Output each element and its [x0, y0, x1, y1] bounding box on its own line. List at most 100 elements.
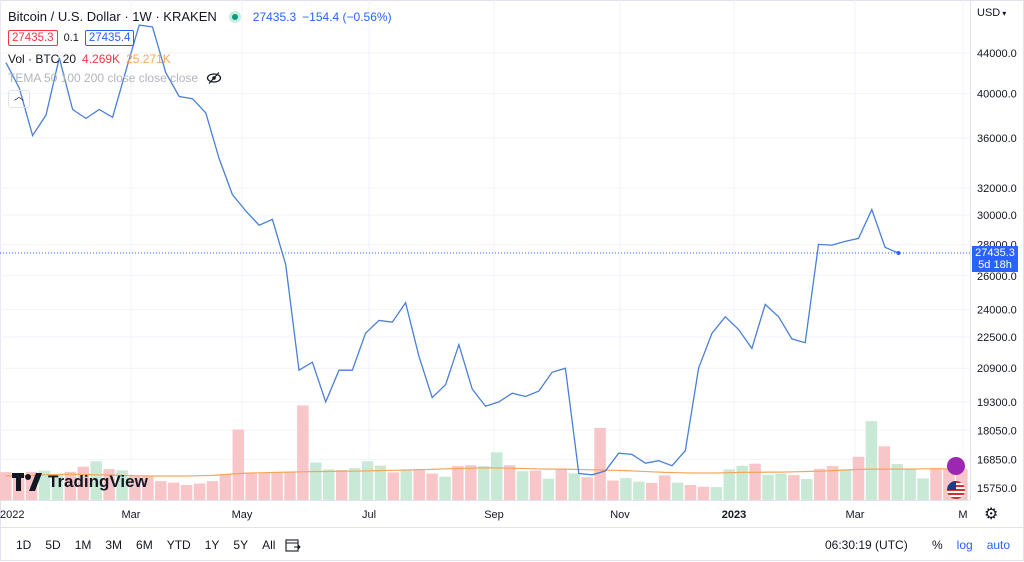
hidden-eye-icon[interactable] [206, 71, 222, 85]
volume-bar [607, 480, 619, 500]
volume-bar [51, 474, 64, 500]
volume-bar [297, 405, 309, 500]
time-tick-label: 2023 [722, 509, 746, 521]
volume-bar [284, 471, 296, 500]
volume-bar [749, 463, 761, 500]
chevron-up-icon[interactable]: ︿ [8, 90, 30, 108]
volume-bar [167, 482, 180, 500]
volume-bar [38, 470, 51, 500]
price-tick-label: 40000.0 [977, 88, 1017, 100]
time-axis[interactable]: 2022 Mar May Jul Sep Nov 2023 Mar M [0, 500, 970, 528]
volume-bar [116, 470, 128, 500]
volume-label[interactable]: Vol · BTC 20 [8, 52, 77, 66]
volume-bar [658, 475, 671, 500]
volume-bar [671, 482, 684, 500]
grid [0, 0, 970, 500]
volume-bar [219, 474, 232, 500]
last-price-tag: 27435.3 5d 18h [972, 246, 1018, 272]
bid-price-box[interactable]: 27435.3 [8, 30, 58, 46]
collapse-legend-button[interactable]: ︿ [8, 89, 392, 108]
symbol-title[interactable]: Bitcoin / U.S. Dollar · 1W · KRAKEN [8, 9, 217, 24]
volume-bar [813, 468, 826, 500]
chart-settings-button[interactable]: ⚙ [984, 504, 1002, 523]
volume-bar [258, 473, 270, 500]
calendar-goto-icon[interactable] [285, 538, 301, 552]
price-tick-label: 44000.0 [977, 48, 1017, 60]
volume-bar [310, 462, 322, 500]
last-price-value: 27435.3 [252, 9, 297, 24]
volume-bar [129, 475, 141, 500]
us-flag-event-icon[interactable] [947, 481, 965, 499]
time-axis-labels: 2022 Mar May Jul Sep Nov 2023 Mar M [0, 509, 968, 521]
volume-bar [465, 465, 477, 500]
volume-bar [633, 481, 645, 500]
volume-bars [0, 405, 968, 500]
volume-bar [839, 469, 852, 500]
range-button-3m[interactable]: 3M [105, 538, 123, 552]
range-button-ytd[interactable]: YTD [166, 538, 191, 552]
chevron-down-icon: ▾ [1002, 8, 1007, 18]
time-tick-label: Nov [610, 509, 630, 521]
volume-bar [594, 428, 606, 500]
volume-bar [930, 467, 942, 500]
auto-scale-button[interactable]: auto [986, 538, 1011, 552]
volume-bar [155, 481, 167, 500]
price-tick-label: 22500.0 [977, 332, 1017, 344]
tradingview-logo-icon [12, 473, 42, 491]
volume-bar [413, 469, 425, 500]
time-tick-label: Jul [362, 509, 376, 521]
volume-bar [878, 446, 891, 500]
currency-selector[interactable]: USD ▾ [977, 7, 1006, 19]
range-button-all[interactable]: All [262, 538, 276, 552]
utc-clock[interactable]: 06:30:19 (UTC) [825, 538, 908, 552]
volume-bar [762, 474, 774, 500]
volume-bar [387, 472, 400, 500]
range-button-5y[interactable]: 5Y [233, 538, 249, 552]
volume-bar [323, 469, 335, 500]
price-tag-countdown: 5d 18h [978, 259, 1012, 271]
range-button-6m[interactable]: 6M [136, 538, 153, 552]
range-button-5d[interactable]: 5D [45, 538, 61, 552]
price-chart-svg[interactable] [0, 0, 970, 500]
ask-price-box[interactable]: 27435.4 [84, 30, 135, 46]
volume-ma-value: 25.271K [126, 52, 171, 66]
volume-bar [348, 468, 361, 500]
volume-bar [103, 469, 115, 500]
price-tick-label: 20900.0 [977, 363, 1017, 375]
price-tick-label: 30000.0 [977, 210, 1017, 222]
percent-scale-button[interactable]: % [932, 538, 943, 552]
price-tick-label: 19300.0 [977, 397, 1017, 409]
volume-bar [904, 468, 916, 500]
price-axis-labels: 44000.040000.036000.032000.030000.028000… [977, 48, 1017, 495]
plot-area[interactable] [0, 0, 970, 500]
time-tick-label: M [958, 509, 967, 521]
time-tick-label: Mar [846, 509, 865, 521]
clock-display[interactable]: 06:30:19 (UTC) [818, 528, 915, 562]
range-button-1y[interactable]: 1Y [204, 538, 220, 552]
volume-bar [826, 466, 839, 500]
volume-bar [865, 421, 878, 500]
log-scale-button[interactable]: log [956, 538, 973, 552]
volume-bar [775, 473, 787, 500]
indicator-label[interactable]: TEMA 50 100 200 close close close [8, 71, 199, 85]
volume-bar [193, 483, 206, 500]
volume-bar [490, 452, 503, 500]
gear-icon[interactable]: ⚙ [984, 506, 999, 523]
price-tick-label: 26000.0 [977, 271, 1017, 283]
last-price-dot [896, 251, 901, 256]
price-axis[interactable]: USD ▾ 44000.0 40000.0 36000.0 32000.0 30000.… [970, 0, 1024, 500]
volume-bar [891, 464, 903, 500]
scale-buttons: % log auto [925, 528, 1017, 562]
currency-label: USD [977, 7, 1001, 19]
range-button-1m[interactable]: 1M [74, 538, 92, 552]
volume-bar [271, 473, 283, 500]
range-button-1d[interactable]: 1D [16, 538, 32, 552]
volume-ma-line [5, 467, 962, 477]
volume-bar [736, 465, 748, 500]
flash-indicator-icon[interactable] [947, 457, 965, 475]
goto-date-button[interactable] [278, 528, 308, 562]
volume-bar [516, 471, 529, 500]
bottom-toolbar: 1D 5D 1M 3M 6M YTD 1Y 5Y All 06:30:19 (UTC) % lo… [0, 527, 1024, 562]
volume-bar [684, 485, 697, 500]
market-status-icon[interactable] [228, 10, 241, 23]
